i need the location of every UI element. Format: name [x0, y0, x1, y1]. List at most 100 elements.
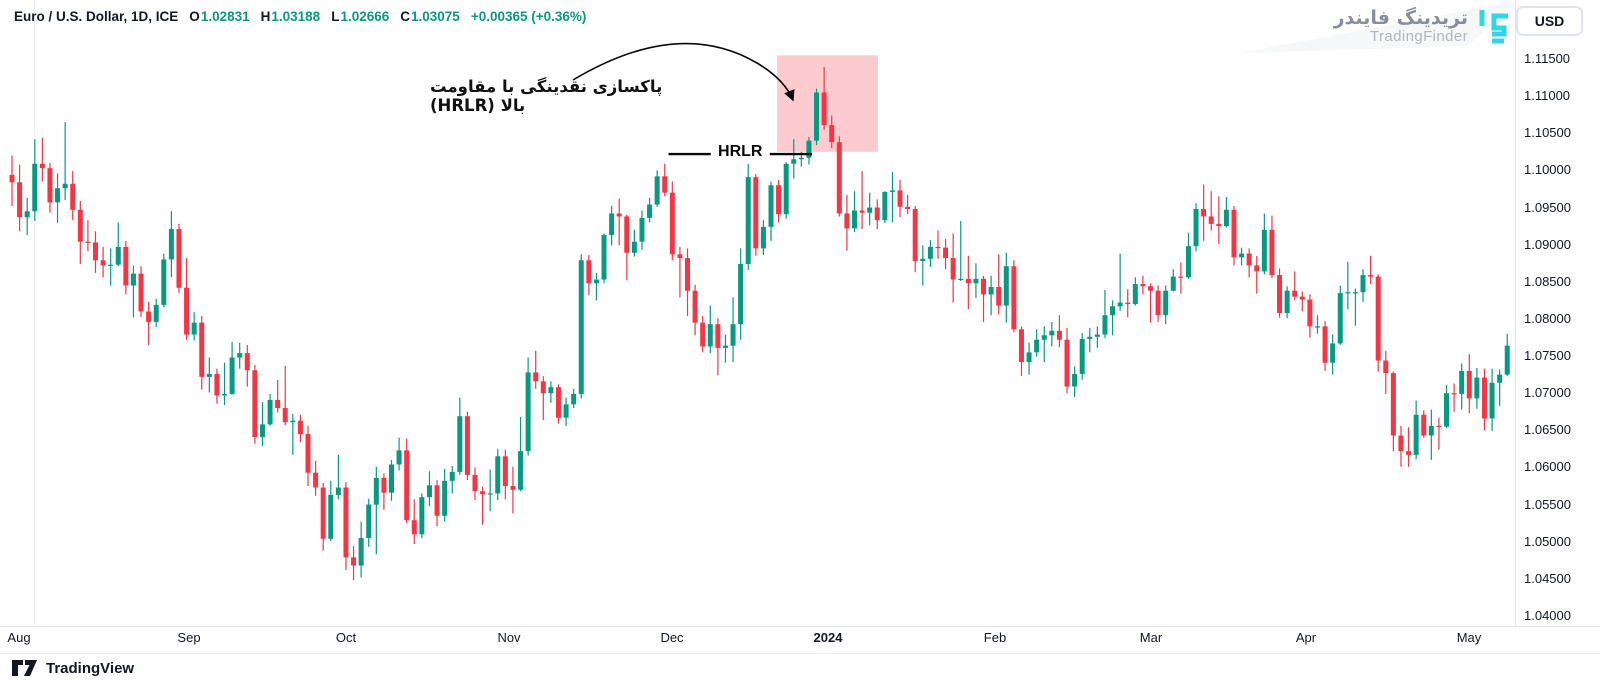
candle-body	[1307, 299, 1313, 327]
candle-body	[654, 176, 660, 205]
candle-body	[1163, 290, 1169, 316]
annotation-arrow	[572, 42, 795, 102]
candle-body	[222, 393, 228, 396]
candle-body	[1148, 286, 1153, 291]
candle-body	[1155, 290, 1161, 316]
candle-body	[753, 177, 759, 249]
time-tick-nov: Nov	[497, 630, 521, 645]
candle-body	[1239, 253, 1245, 258]
candle-body	[912, 209, 918, 262]
candle-body	[958, 278, 964, 281]
candle-body	[662, 176, 668, 193]
candle-body	[1481, 377, 1487, 419]
candle-body	[776, 185, 782, 215]
time-axis[interactable]: Aug Sep Oct Nov Dec 2024 Feb Mar Apr May	[0, 626, 1600, 653]
watermark-ribbon	[1240, 1, 1518, 53]
candle-body	[518, 451, 524, 490]
candle-body	[1178, 276, 1184, 278]
candle-body	[730, 324, 736, 346]
candle-body	[62, 183, 68, 189]
candle-body	[85, 241, 91, 243]
candle-body	[419, 497, 425, 535]
close-value: 1.03075	[411, 9, 460, 24]
candle-body	[70, 183, 76, 210]
candle-body	[32, 163, 38, 212]
currency-usd-button[interactable]: USD	[1516, 6, 1583, 36]
candle-body	[168, 229, 174, 260]
tradingview-attribution[interactable]: TradingView	[12, 659, 134, 677]
time-tick-apr: Apr	[1295, 630, 1317, 645]
candle-body	[358, 538, 364, 566]
hrlr-label: HRLR	[711, 143, 770, 162]
candle-body	[1201, 209, 1207, 217]
candle-body	[1125, 302, 1131, 305]
candle-body	[897, 190, 903, 207]
candle-body	[700, 322, 706, 347]
candle-body	[351, 557, 357, 566]
time-tick-dec: Dec	[660, 630, 684, 645]
time-tick-2024: 2024	[813, 630, 843, 645]
candle-body	[1497, 374, 1503, 383]
tradingfinder-farsi-name: تریدینگ فایندر	[1333, 7, 1468, 30]
candle-body	[624, 216, 630, 253]
price-tick-label: 1.10500	[1524, 125, 1571, 141]
candle-body	[39, 163, 45, 169]
time-tick-mar: Mar	[1139, 630, 1163, 645]
candle-body	[320, 487, 326, 539]
candle-body	[685, 258, 691, 291]
candle-body	[601, 235, 607, 280]
candle-body	[1390, 373, 1396, 436]
candle-body	[821, 92, 827, 126]
candle-body	[692, 290, 698, 323]
symbol-title: Euro / U.S. Dollar, 1D, ICE	[14, 9, 179, 24]
candle-body	[1277, 275, 1283, 313]
candle-body	[1330, 343, 1336, 363]
price-tick-label: 1.07000	[1524, 385, 1571, 401]
candle-body	[836, 142, 842, 214]
candle-body	[920, 258, 926, 262]
candle-body	[297, 420, 303, 435]
price-tick-label: 1.04000	[1524, 608, 1571, 623]
candle-body	[191, 322, 197, 335]
candle-body	[267, 399, 273, 425]
candle-body	[1284, 290, 1290, 313]
price-axis[interactable]: 1.11500 1.11000 1.10500 1.10000 1.09500 1.090…	[1516, 0, 1600, 626]
candle-body	[457, 416, 463, 472]
candle-body	[927, 246, 933, 259]
candle-body	[1246, 253, 1252, 266]
candle-body	[373, 477, 379, 505]
candle-body	[1087, 336, 1093, 339]
candle-body	[905, 206, 911, 210]
candle-body	[1322, 326, 1328, 363]
candle-body	[1292, 290, 1298, 297]
candle-body	[647, 204, 653, 218]
candle-body	[988, 286, 994, 295]
candle-body	[237, 353, 243, 358]
candle-body	[1451, 393, 1457, 395]
candle-body	[555, 387, 561, 418]
candle-body	[586, 260, 592, 284]
candle-body	[138, 273, 144, 312]
candle-body	[55, 188, 61, 203]
left-faint-gridline	[34, 0, 35, 626]
candle-body	[639, 217, 645, 242]
price-tick-label: 1.11000	[1524, 88, 1571, 104]
change-value: +0.00365 (+0.36%)	[470, 9, 587, 24]
candle-body	[502, 456, 508, 487]
candle-body	[1185, 246, 1191, 278]
price-tick-label: 1.08000	[1524, 310, 1571, 326]
candle-body	[244, 353, 250, 371]
candle-body	[1208, 216, 1214, 224]
candle-body	[1504, 345, 1510, 375]
candle-body	[1018, 329, 1024, 363]
candle-body	[889, 190, 895, 192]
liquidity-sweep-annotation: پاکسازی نقدینگی با مقاومت بالا (HRLR)	[430, 77, 663, 115]
candle-body	[722, 345, 728, 348]
candle-body	[859, 210, 865, 213]
candle-body	[199, 322, 205, 377]
price-tick-label: 1.09500	[1524, 199, 1571, 215]
candle-body	[1072, 373, 1078, 387]
open-value: 1.02831	[200, 9, 250, 24]
